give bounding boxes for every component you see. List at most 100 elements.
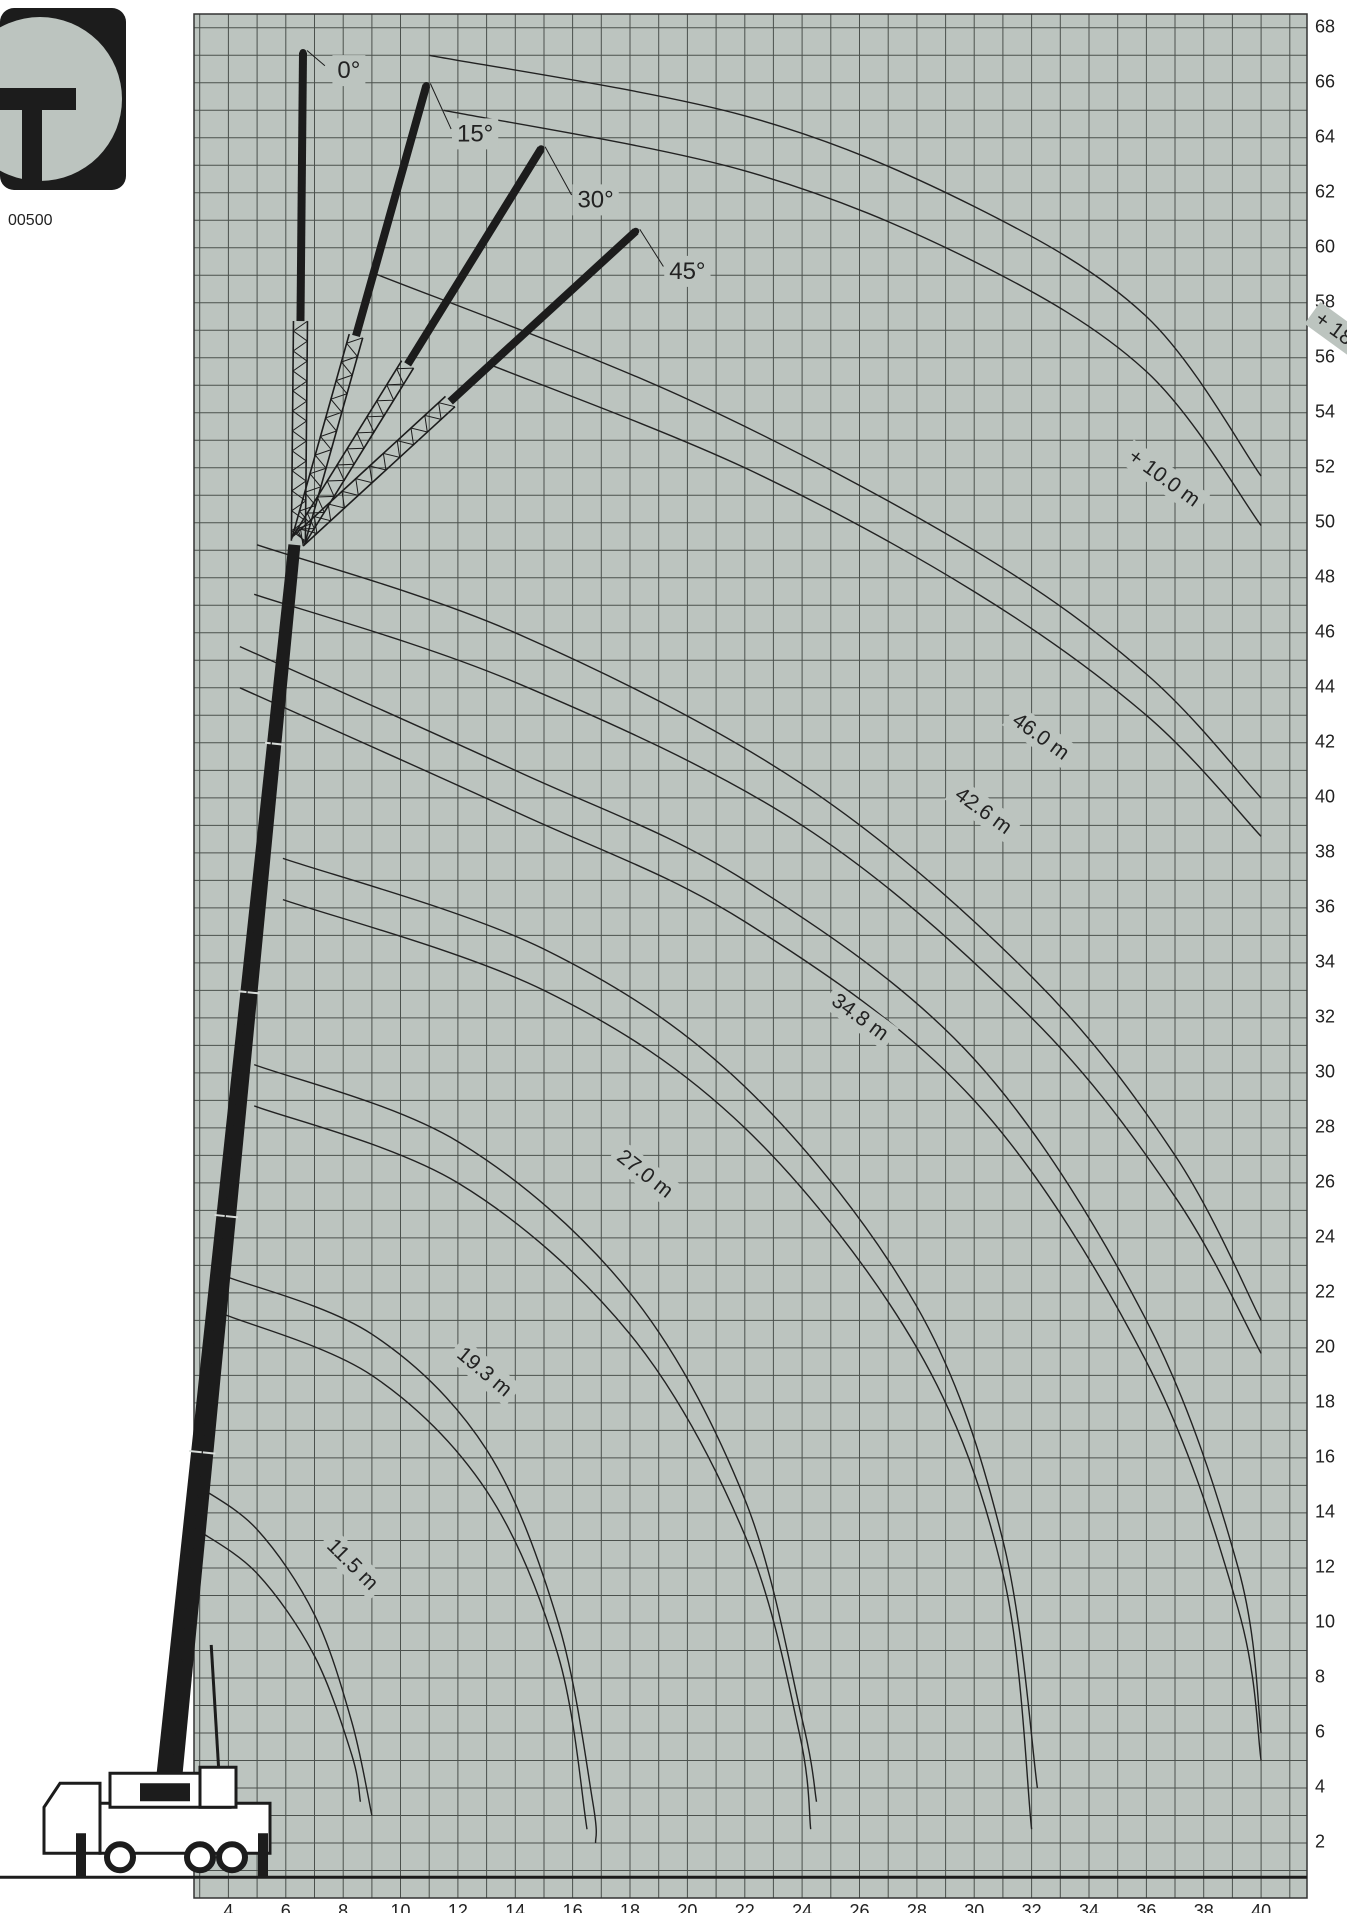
x-tick-9: 22 [735, 1901, 755, 1913]
y-tick-10: 22 [1315, 1282, 1335, 1302]
boom-joint-1 [214, 1213, 239, 1219]
truck-cab [42, 1781, 102, 1855]
outrigger-front [76, 1833, 86, 1878]
x-tick-8: 20 [677, 1901, 697, 1913]
jib-angle-label-3: 45° [669, 258, 705, 285]
axes: 4 6 8 10 12 14 16 18 20 22 24 26 28 30 32 34 36 38 4024681… [223, 17, 1335, 1913]
x-tick-14: 32 [1022, 1901, 1042, 1913]
curve-4-0 [239, 645, 1262, 1734]
jib-lattice-web-3 [299, 402, 456, 547]
y-tick-31: 64 [1315, 127, 1335, 147]
x-tick-18: 40 [1251, 1901, 1271, 1913]
model-code: 00500 [8, 212, 53, 229]
x-tick-12: 28 [907, 1901, 927, 1913]
x-tick-10: 24 [792, 1901, 812, 1913]
jib-angle-label-bg-3 [664, 255, 711, 287]
x-tick-2: 8 [338, 1901, 348, 1913]
x-tick-16: 36 [1136, 1901, 1156, 1913]
y-tick-29: 60 [1315, 237, 1335, 257]
boom-guy-line [169, 546, 291, 1789]
jib-positions [290, 49, 664, 547]
jib-angle-label-bg-1 [451, 118, 499, 150]
jib-lattice-edge-a-0 [304, 321, 309, 541]
y-tick-27: 56 [1315, 347, 1335, 367]
plot-frame [193, 13, 1308, 1899]
crane-truck-icon [0, 1765, 1307, 1879]
y-tick-15: 32 [1315, 1007, 1335, 1027]
y-tick-5: 12 [1315, 1557, 1335, 1577]
x-tick-3: 10 [391, 1901, 411, 1913]
x-tick-15: 34 [1079, 1901, 1099, 1913]
working-range-curves [196, 54, 1262, 1844]
jib-angle-label-bg-2 [572, 184, 619, 216]
plot-area [194, 14, 1307, 1898]
curve-6-0 [371, 271, 1262, 799]
jib-leader-2 [544, 146, 573, 196]
y-tick-12: 26 [1315, 1172, 1335, 1192]
curve-1-1 [225, 1314, 588, 1830]
y-tick-6: 14 [1315, 1502, 1335, 1522]
y-tick-30: 62 [1315, 182, 1335, 202]
truck-wheel-0 [104, 1841, 136, 1874]
x-tick-13: 30 [964, 1901, 984, 1913]
luffing-cylinder [209, 1644, 222, 1789]
curve-label-bg-0 [316, 1528, 389, 1601]
y-tick-14: 30 [1315, 1062, 1335, 1082]
x-tick-11: 26 [849, 1901, 869, 1913]
crane-operator-cab [198, 1765, 238, 1809]
y-tick-26: 54 [1315, 402, 1335, 422]
jib-extension-2 [404, 146, 545, 367]
curve-label-bg-3 [821, 983, 899, 1051]
x-tick-17: 38 [1194, 1901, 1214, 1913]
y-tick-24: 50 [1315, 512, 1335, 532]
curve-label-bg-4 [944, 777, 1023, 845]
y-tick-33: 68 [1315, 17, 1335, 37]
y-tick-1: 4 [1315, 1777, 1325, 1797]
curve-0-1 [196, 1528, 362, 1802]
jib-tip-3 [632, 227, 640, 235]
y-tick-2: 6 [1315, 1722, 1325, 1742]
jib-angle-label-0: 0° [337, 57, 360, 84]
boom-joint-2 [238, 990, 260, 995]
jib-extension-1 [352, 84, 431, 338]
x-tick-1: 6 [281, 1901, 291, 1913]
jib-lattice-edge-a-2 [303, 367, 415, 545]
jib-extension-0 [296, 52, 308, 322]
x-tick-6: 16 [563, 1901, 583, 1913]
jib-leader-0 [306, 50, 326, 67]
jib-tip-2 [537, 145, 545, 153]
y-tick-23: 48 [1315, 567, 1335, 587]
y-tick-7: 16 [1315, 1447, 1335, 1467]
y-tick-17: 36 [1315, 897, 1335, 917]
y-tick-32: 66 [1315, 72, 1335, 92]
truck-wheel-2 [216, 1841, 248, 1874]
jib-tip-0 [299, 49, 307, 57]
jib-angle-label-1: 15° [457, 120, 493, 147]
jib-angle-label-bg-0 [332, 55, 366, 87]
curve-1-0 [225, 1275, 597, 1844]
curve-label-bg-1 [446, 1337, 523, 1407]
x-tick-0: 4 [223, 1901, 233, 1913]
curve-0-0 [196, 1484, 373, 1816]
jib-leader-1 [429, 83, 452, 130]
curve-7-1 [443, 109, 1262, 527]
outrigger-rear [258, 1833, 268, 1878]
jib-lattice-edge-a-3 [302, 406, 456, 547]
curve-3-1 [282, 898, 1033, 1830]
curve-4-1 [239, 687, 1262, 1761]
y-tick-13: 28 [1315, 1117, 1335, 1137]
curve-2-0 [253, 1063, 818, 1802]
y-tick-4: 10 [1315, 1612, 1335, 1632]
curve-label-bg-5 [1002, 703, 1080, 770]
y-tick-8: 18 [1315, 1392, 1335, 1412]
y-tick-20: 42 [1315, 732, 1335, 752]
jib-angle-label-2: 30° [577, 186, 613, 213]
curve-5-0 [256, 544, 1262, 1321]
y-tick-22: 46 [1315, 622, 1335, 642]
boom-joint-3 [265, 741, 284, 746]
manufacturer-logo-icon [0, 8, 126, 190]
curve-label-bg-2 [606, 1139, 684, 1208]
grid-lines [194, 14, 1307, 1898]
x-tick-4: 12 [448, 1901, 468, 1913]
